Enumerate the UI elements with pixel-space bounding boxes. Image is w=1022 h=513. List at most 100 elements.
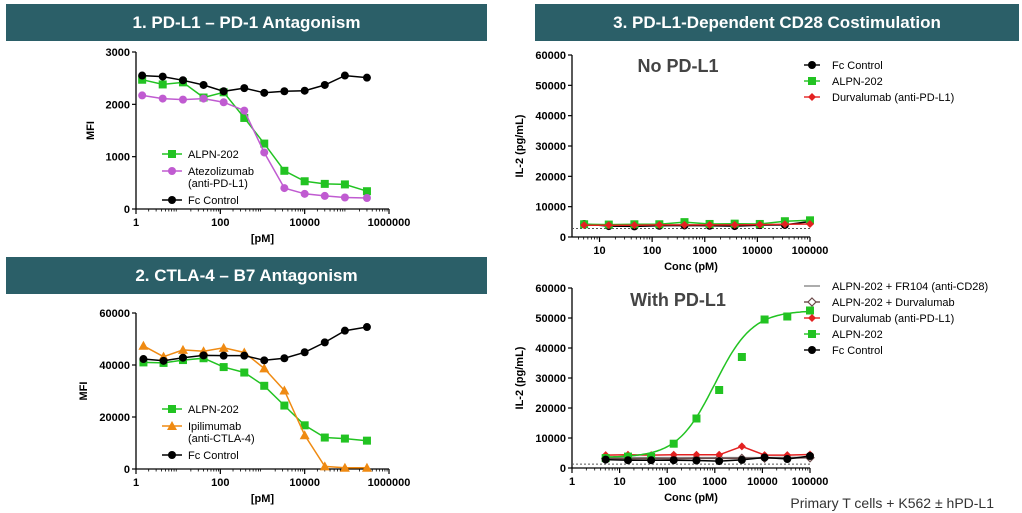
x-tick-label: 100000 bbox=[792, 245, 829, 257]
series-line bbox=[605, 455, 811, 462]
data-point bbox=[737, 455, 746, 464]
x-tick-label: 10000 bbox=[289, 477, 320, 489]
y-tick-label: 30000 bbox=[535, 141, 566, 153]
y-tick-label: 0 bbox=[560, 463, 566, 475]
banner-ctla4-b7: 2. CTLA-4 – B7 Antagonism bbox=[6, 257, 487, 294]
x-axis-label: [pM] bbox=[251, 233, 275, 245]
legend-label: Ipilimumab bbox=[188, 421, 241, 433]
series-line bbox=[142, 78, 368, 192]
series-line bbox=[605, 445, 811, 456]
data-point bbox=[647, 456, 656, 465]
y-tick-label: 40000 bbox=[535, 343, 566, 355]
legend: ALPN-202 Ipilimumab(anti-CTLA-4) Fc Contro… bbox=[162, 404, 255, 462]
y-tick-label: 60000 bbox=[99, 308, 130, 320]
legend-marker bbox=[808, 346, 816, 354]
data-point bbox=[340, 326, 349, 335]
data-point bbox=[320, 179, 329, 188]
data-point bbox=[219, 87, 228, 96]
legend-label: ALPN-202 + Durvalumab bbox=[832, 297, 955, 309]
data-point bbox=[240, 351, 249, 360]
data-point bbox=[737, 353, 746, 361]
data-point bbox=[669, 456, 678, 465]
legend-marker bbox=[168, 196, 176, 204]
series-fc-control bbox=[138, 71, 371, 97]
data-point bbox=[715, 450, 724, 459]
y-tick-label: 0 bbox=[560, 232, 566, 244]
data-point bbox=[260, 88, 269, 97]
data-point bbox=[138, 91, 147, 100]
series-alpn-202 bbox=[601, 306, 814, 463]
x-axis-label: Conc (pM) bbox=[664, 261, 718, 273]
y-tick-label: 2000 bbox=[106, 99, 130, 111]
y-axis-label: IL-2 (pg/mL) bbox=[514, 114, 526, 177]
legend-label: Fc Control bbox=[832, 345, 883, 357]
x-tick-label: 100 bbox=[658, 476, 676, 488]
data-point bbox=[280, 87, 289, 96]
legend-marker bbox=[168, 167, 176, 175]
data-point bbox=[362, 323, 371, 332]
x-tick-label: 10000 bbox=[742, 245, 773, 257]
data-point bbox=[280, 184, 289, 193]
x-tick-label: 10 bbox=[613, 476, 625, 488]
series-line bbox=[142, 94, 368, 199]
data-point bbox=[783, 312, 792, 321]
y-tick-label: 50000 bbox=[535, 80, 566, 92]
data-point bbox=[279, 385, 290, 395]
legend-label: (anti-CTLA-4) bbox=[188, 433, 255, 445]
data-point bbox=[138, 75, 147, 84]
legend-label: Atezolizumab bbox=[188, 166, 254, 178]
data-point bbox=[692, 456, 701, 465]
y-tick-label: 0 bbox=[124, 464, 130, 476]
series-line bbox=[143, 357, 368, 442]
data-point bbox=[320, 80, 329, 89]
data-point bbox=[240, 368, 249, 377]
x-tick-label: 10 bbox=[593, 245, 605, 257]
data-point bbox=[340, 434, 349, 443]
chart-c4: 0 10000 20000 30000 40000 50000 60000 1 10 100 100… bbox=[514, 281, 988, 504]
data-point bbox=[362, 194, 371, 203]
legend-marker bbox=[808, 314, 816, 322]
data-point bbox=[300, 421, 309, 430]
legend-label: ALPN-202 + FR104 (anti-CD28) bbox=[832, 281, 988, 293]
y-axis-label: MFI bbox=[85, 121, 97, 140]
data-point bbox=[300, 86, 309, 95]
y-tick-label: 40000 bbox=[535, 111, 566, 123]
series-line bbox=[142, 74, 368, 94]
banner-cd28-costimulation: 3. PD-L1-Dependent CD28 Costimulation bbox=[535, 4, 1019, 41]
legend-label: ALPN-202 bbox=[188, 149, 239, 161]
x-axis-label: Conc (pM) bbox=[664, 492, 718, 504]
legend-marker bbox=[167, 421, 177, 430]
data-point bbox=[260, 381, 269, 390]
data-point bbox=[300, 189, 309, 198]
y-tick-label: 0 bbox=[124, 204, 130, 216]
data-point bbox=[362, 73, 371, 82]
data-point bbox=[737, 442, 746, 451]
data-point bbox=[680, 220, 689, 229]
series-alpn-202 bbox=[139, 354, 371, 445]
x-tick-label: 100 bbox=[643, 245, 661, 257]
data-point bbox=[806, 306, 814, 315]
data-point bbox=[158, 72, 167, 81]
data-point bbox=[219, 98, 228, 107]
banner-pdl1-pd1: 1. PD-L1 – PD-1 Antagonism bbox=[6, 4, 487, 41]
data-point bbox=[260, 139, 269, 148]
y-tick-label: 30000 bbox=[535, 373, 566, 385]
legend-marker bbox=[808, 61, 816, 69]
legend-label: ALPN-202 bbox=[832, 329, 883, 341]
data-point bbox=[280, 166, 289, 175]
legend-label: ALPN-202 bbox=[832, 76, 883, 88]
data-point bbox=[783, 455, 792, 463]
data-point bbox=[320, 433, 329, 442]
series-atezolizumab-anti-pd-l1 bbox=[138, 91, 371, 203]
data-point bbox=[280, 401, 289, 410]
data-point bbox=[300, 177, 309, 186]
y-tick-label: 50000 bbox=[535, 313, 566, 325]
data-point bbox=[730, 220, 739, 229]
data-point bbox=[339, 462, 350, 472]
y-tick-label: 3000 bbox=[106, 47, 130, 59]
data-point bbox=[280, 354, 289, 363]
data-point bbox=[158, 94, 167, 103]
y-tick-label: 1000 bbox=[106, 152, 130, 164]
data-point bbox=[669, 439, 678, 448]
